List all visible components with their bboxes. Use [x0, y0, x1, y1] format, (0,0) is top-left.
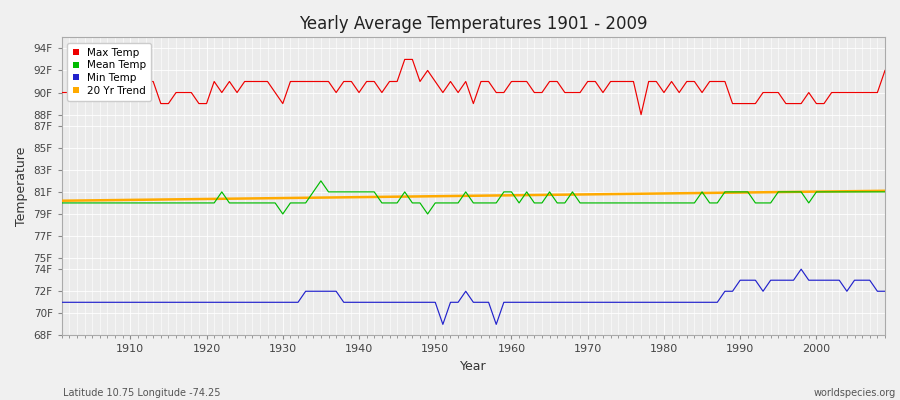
Title: Yearly Average Temperatures 1901 - 2009: Yearly Average Temperatures 1901 - 2009 — [299, 15, 648, 33]
Y-axis label: Temperature: Temperature — [15, 147, 28, 226]
Text: worldspecies.org: worldspecies.org — [814, 388, 896, 398]
Text: Latitude 10.75 Longitude -74.25: Latitude 10.75 Longitude -74.25 — [63, 388, 220, 398]
X-axis label: Year: Year — [460, 360, 487, 373]
Legend: Max Temp, Mean Temp, Min Temp, 20 Yr Trend: Max Temp, Mean Temp, Min Temp, 20 Yr Tre… — [67, 42, 151, 101]
